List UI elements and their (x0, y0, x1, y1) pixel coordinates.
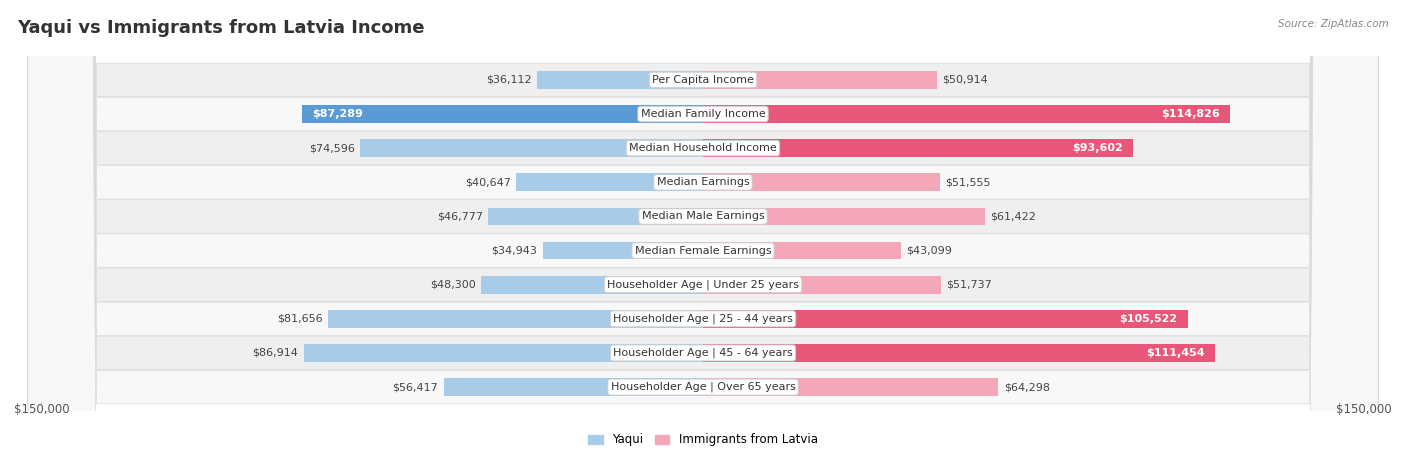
Text: Householder Age | 25 - 44 years: Householder Age | 25 - 44 years (613, 313, 793, 324)
Bar (703, 378, 998, 396)
Bar (703, 173, 939, 191)
Text: $56,417: $56,417 (392, 382, 439, 392)
Text: $150,000: $150,000 (14, 403, 70, 416)
Text: $87,289: $87,289 (312, 109, 363, 119)
Bar (481, 276, 703, 294)
Bar (360, 139, 703, 157)
Text: Householder Age | Over 65 years: Householder Age | Over 65 years (610, 382, 796, 392)
Bar (516, 173, 703, 191)
Text: Per Capita Income: Per Capita Income (652, 75, 754, 85)
Text: $50,914: $50,914 (942, 75, 988, 85)
Text: $51,737: $51,737 (946, 280, 991, 290)
Text: $81,656: $81,656 (277, 314, 322, 324)
Bar (444, 378, 703, 396)
Text: $105,522: $105,522 (1119, 314, 1177, 324)
Text: $36,112: $36,112 (486, 75, 531, 85)
FancyBboxPatch shape (28, 0, 1378, 467)
Bar (703, 276, 941, 294)
FancyBboxPatch shape (28, 0, 1378, 467)
Text: Householder Age | Under 25 years: Householder Age | Under 25 years (607, 279, 799, 290)
Text: Source: ZipAtlas.com: Source: ZipAtlas.com (1278, 19, 1389, 28)
FancyBboxPatch shape (28, 0, 1378, 467)
FancyBboxPatch shape (28, 0, 1378, 467)
Text: Median Earnings: Median Earnings (657, 177, 749, 187)
Text: $34,943: $34,943 (491, 246, 537, 255)
Text: $46,777: $46,777 (437, 212, 482, 221)
Text: $74,596: $74,596 (309, 143, 354, 153)
FancyBboxPatch shape (28, 0, 1378, 467)
Bar (543, 242, 703, 260)
Text: Yaqui vs Immigrants from Latvia Income: Yaqui vs Immigrants from Latvia Income (17, 19, 425, 37)
Text: $150,000: $150,000 (1336, 403, 1392, 416)
Text: $43,099: $43,099 (907, 246, 952, 255)
Text: Householder Age | 45 - 64 years: Householder Age | 45 - 64 years (613, 348, 793, 358)
Bar (703, 242, 901, 260)
FancyBboxPatch shape (28, 0, 1378, 467)
FancyBboxPatch shape (28, 0, 1378, 467)
FancyBboxPatch shape (28, 0, 1378, 467)
Text: $86,914: $86,914 (253, 348, 298, 358)
Bar (304, 344, 703, 362)
Bar (302, 105, 703, 123)
Text: Median Female Earnings: Median Female Earnings (634, 246, 772, 255)
Text: $93,602: $93,602 (1071, 143, 1122, 153)
FancyBboxPatch shape (28, 0, 1378, 467)
Text: Median Family Income: Median Family Income (641, 109, 765, 119)
Bar (703, 71, 936, 89)
Text: Median Male Earnings: Median Male Earnings (641, 212, 765, 221)
Bar (703, 207, 986, 225)
FancyBboxPatch shape (28, 0, 1378, 467)
Bar (703, 139, 1133, 157)
Bar (703, 105, 1230, 123)
Text: $48,300: $48,300 (430, 280, 475, 290)
Bar (703, 310, 1188, 328)
Bar (328, 310, 703, 328)
Text: $111,454: $111,454 (1146, 348, 1205, 358)
Text: $40,647: $40,647 (465, 177, 510, 187)
Text: Median Household Income: Median Household Income (628, 143, 778, 153)
Text: $61,422: $61,422 (991, 212, 1036, 221)
Bar (703, 344, 1215, 362)
Legend: Yaqui, Immigrants from Latvia: Yaqui, Immigrants from Latvia (583, 429, 823, 451)
Bar (537, 71, 703, 89)
Text: $114,826: $114,826 (1161, 109, 1220, 119)
Text: $64,298: $64,298 (1004, 382, 1050, 392)
Text: $51,555: $51,555 (945, 177, 991, 187)
Bar (488, 207, 703, 225)
